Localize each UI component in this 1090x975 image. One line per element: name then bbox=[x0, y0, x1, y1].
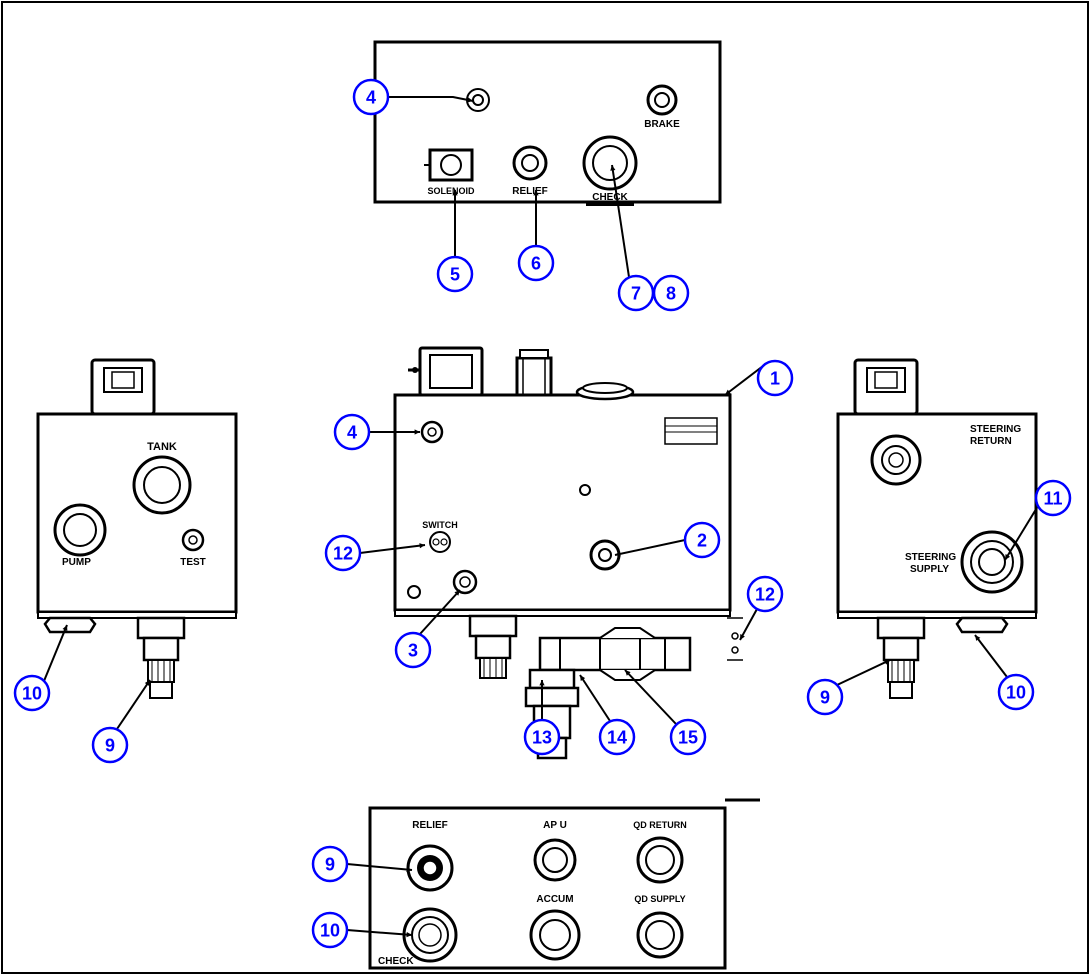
callout-number: 11 bbox=[1043, 488, 1062, 508]
bottom-view: RELIEF AP U QD RETURN CHECK ACCUM QD SUP… bbox=[370, 800, 760, 968]
left-view: TANK PUMP TEST bbox=[38, 360, 236, 698]
label-brake: BRAKE bbox=[644, 119, 680, 130]
label-pump: PUMP bbox=[62, 557, 91, 568]
callout-number: 9 bbox=[325, 854, 335, 874]
callout-number: 8 bbox=[666, 283, 676, 303]
callout-number: 7 bbox=[631, 283, 641, 303]
callout-number: 13 bbox=[532, 727, 552, 747]
label-steer-return1: STEERING bbox=[970, 424, 1021, 435]
callout-number: 12 bbox=[755, 584, 775, 604]
callout-number: 12 bbox=[333, 543, 353, 563]
callout-number: 4 bbox=[366, 87, 376, 107]
label-steer-supply1: STEERING bbox=[905, 552, 956, 563]
label-steer-return2: RETURN bbox=[970, 436, 1012, 447]
diagram-canvas: BRAKE SOLENOID RELIEF CHECK bbox=[0, 0, 1090, 975]
label-switch: SWITCH bbox=[422, 520, 458, 530]
callout-number: 1 bbox=[770, 368, 780, 388]
callout-number: 15 bbox=[678, 727, 698, 747]
callout-number: 6 bbox=[531, 253, 541, 273]
label-relief-top: RELIEF bbox=[512, 186, 548, 197]
label-steer-supply2: SUPPLY bbox=[910, 564, 949, 575]
label-qdreturn: QD RETURN bbox=[633, 820, 687, 830]
label-tank: TANK bbox=[147, 441, 177, 453]
label-apu: AP U bbox=[543, 820, 567, 831]
callout-number: 10 bbox=[320, 920, 340, 940]
label-qdsupply: QD SUPPLY bbox=[634, 894, 685, 904]
right-view: STEERING RETURN STEERING SUPPLY bbox=[838, 360, 1036, 698]
label-test: TEST bbox=[180, 557, 206, 568]
label-check-top: CHECK bbox=[592, 192, 628, 203]
label-check-b: CHECK bbox=[378, 956, 414, 967]
top-view: BRAKE SOLENOID RELIEF CHECK bbox=[375, 42, 720, 206]
callout-number: 4 bbox=[347, 422, 357, 442]
callout-number: 10 bbox=[1006, 682, 1026, 702]
callout-number: 2 bbox=[697, 530, 707, 550]
label-solenoid: SOLENOID bbox=[427, 186, 475, 196]
callout-number: 14 bbox=[607, 727, 627, 747]
label-relief-b: RELIEF bbox=[412, 820, 448, 831]
callout-number: 10 bbox=[22, 683, 42, 703]
callout-number: 9 bbox=[105, 735, 115, 755]
callout-number: 3 bbox=[408, 640, 418, 660]
callout-number: 5 bbox=[450, 264, 460, 284]
label-accum: ACCUM bbox=[536, 894, 573, 905]
callout-number: 9 bbox=[820, 687, 830, 707]
